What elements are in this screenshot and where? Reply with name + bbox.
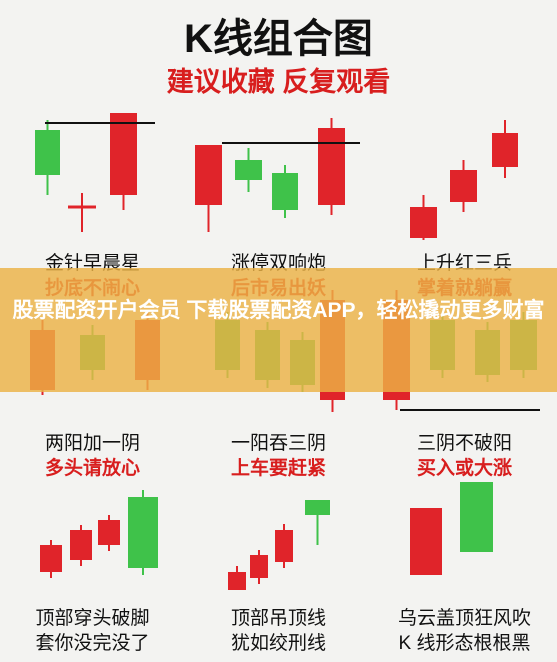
candle-body: [492, 133, 518, 167]
panel-name: 顶部穿头破脚: [35, 608, 150, 629]
panel-name: 乌云盖顶狂风吹: [397, 608, 531, 629]
candle-body: [228, 572, 246, 590]
candle-body: [460, 482, 493, 552]
candle-body: [128, 497, 158, 568]
candle-body: [410, 207, 437, 238]
candle-body: [272, 173, 298, 210]
candle-body: [70, 530, 92, 560]
candle-body: [275, 530, 293, 562]
panel-note: 犹如绞刑线: [230, 633, 326, 654]
candle-body: [305, 500, 330, 515]
title: K线组合图: [184, 17, 373, 61]
panel-note: 多头请放心: [44, 458, 140, 479]
panel-name: 两阳加一阴: [44, 433, 140, 454]
candle-body: [110, 113, 137, 195]
candle-body: [450, 170, 477, 202]
panel-note: K 线形态根根黑: [398, 633, 531, 654]
banner: 股票配资开户会员 下载股票配资APP，轻松撬动更多财富: [0, 268, 557, 392]
panel-name: 一阳吞三阴: [230, 433, 326, 454]
panel-name: 三阴不破阳: [416, 433, 512, 454]
candle-body: [250, 555, 268, 578]
candle-body: [35, 130, 60, 175]
candle-body: [410, 508, 442, 575]
candle-body: [40, 545, 62, 572]
candle-body: [98, 520, 120, 545]
subtitle: 建议收藏 反复观看: [166, 67, 391, 97]
candle-body: [235, 160, 262, 180]
candle-body: [195, 145, 222, 205]
panel-note: 套你没完没了: [35, 633, 150, 654]
panel-note: 上车要赶紧: [230, 458, 326, 479]
panel-name: 顶部吊顶线: [230, 608, 326, 629]
candle-body: [318, 128, 345, 205]
panel-note: 买入或大涨: [416, 458, 512, 479]
